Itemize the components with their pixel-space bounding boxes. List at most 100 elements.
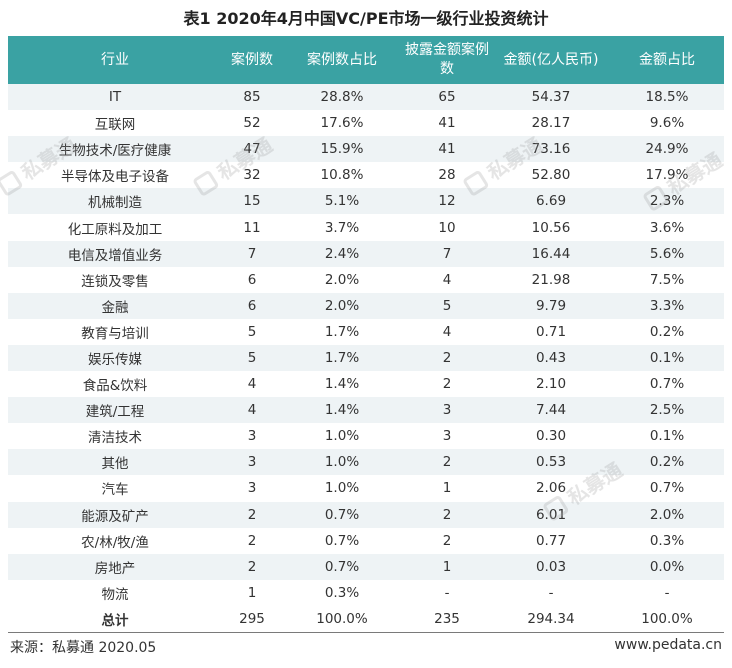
cell-case-count: 1 — [247, 584, 257, 601]
cell-amount-share: 0.0% — [649, 558, 685, 575]
table-row: 电信及增值业务 7 2.4% 7 16.44 5.6% — [8, 240, 724, 267]
cell-amount-share: 7.5% — [649, 271, 685, 288]
cell-case-share: 17.6% — [320, 115, 364, 132]
cell-disclosed-cases: 1 — [442, 480, 452, 497]
cell-case-share: 5.1% — [324, 193, 360, 210]
cell-disclosed-cases: - — [444, 584, 450, 601]
cell-industry: 金融 — [101, 299, 129, 316]
table-row: 机械制造 15 5.1% 12 6.69 2.3% — [8, 188, 724, 215]
cell-case-share: 0.7% — [324, 506, 360, 523]
cell-amount: 0.43 — [535, 349, 567, 366]
cell-industry: 清洁技术 — [88, 430, 142, 447]
cell-case-count: 47 — [243, 141, 261, 158]
cell-amount-share: 3.3% — [649, 297, 685, 314]
cell-disclosed-cases: 2 — [442, 376, 452, 393]
cell-industry: 食品&饮料 — [82, 378, 148, 395]
cell-amount: 21.98 — [531, 271, 571, 288]
cell-amount: 73.16 — [531, 141, 571, 158]
cell-case-count: 5 — [247, 323, 257, 340]
cell-amount: 7.44 — [535, 402, 567, 419]
cell-industry: 教育与培训 — [81, 325, 149, 342]
cell-disclosed-cases: 2 — [442, 454, 452, 471]
cell-case-count: 3 — [247, 428, 257, 445]
cell-amount: 10.56 — [531, 219, 571, 236]
cell-amount: 6.01 — [535, 506, 567, 523]
cell-industry: 汽车 — [101, 482, 129, 499]
cell-amount-share: 0.2% — [649, 454, 685, 471]
table-row: 金融 6 2.0% 5 9.79 3.3% — [8, 292, 724, 319]
table-row: 清洁技术 3 1.0% 3 0.30 0.1% — [8, 423, 724, 450]
cell-case-share: 1.0% — [324, 428, 360, 445]
cell-amount: 9.79 — [535, 297, 567, 314]
header-case-count: 案例数 — [231, 51, 273, 68]
cell-amount-share: - — [664, 584, 670, 601]
cell-amount: 0.30 — [535, 428, 567, 445]
cell-industry: 连锁及零售 — [81, 273, 149, 290]
cell-disclosed-cases: 2 — [442, 506, 452, 523]
cell-case-share: 15.9% — [320, 141, 364, 158]
cell-case-count: 7 — [247, 245, 257, 262]
cell-case-share: 10.8% — [320, 167, 364, 184]
cell-industry: 能源及矿产 — [81, 508, 149, 525]
cell-case-share: 1.0% — [324, 454, 360, 471]
cell-amount: 54.37 — [531, 89, 571, 106]
cell-amount: 0.71 — [535, 323, 567, 340]
total-row: 总计 295 100.0% 235 294.34 100.0% — [8, 605, 724, 633]
cell-disclosed-cases: 28 — [438, 167, 456, 184]
table-row: 连锁及零售 6 2.0% 4 21.98 7.5% — [8, 266, 724, 293]
cell-industry: 半导体及电子设备 — [61, 169, 169, 186]
cell-case-count: 4 — [247, 402, 257, 419]
cell-amount: 0.77 — [535, 532, 567, 549]
cell-amount-share: 0.1% — [649, 428, 685, 445]
cell-case-count: 3 — [247, 480, 257, 497]
table-row: 化工原料及加工 11 3.7% 10 10.56 3.6% — [8, 214, 724, 241]
cell-amount: 52.80 — [531, 167, 571, 184]
total-amount-share: 100.0% — [641, 611, 693, 628]
cell-disclosed-cases: 2 — [442, 532, 452, 549]
table-row: 其他 3 1.0% 2 0.53 0.2% — [8, 449, 724, 476]
cell-industry: IT — [108, 89, 122, 106]
cell-disclosed-cases: 5 — [442, 297, 452, 314]
site-url: www.pedata.cn — [614, 637, 722, 653]
cell-disclosed-cases: 2 — [442, 349, 452, 366]
cell-case-count: 52 — [243, 115, 261, 132]
cell-amount-share: 9.6% — [649, 115, 685, 132]
total-industry: 总计 — [101, 613, 129, 630]
table-row: 娱乐传媒 5 1.7% 2 0.43 0.1% — [8, 344, 724, 372]
cell-industry: 建筑/工程 — [85, 404, 145, 421]
cell-amount-share: 24.9% — [645, 141, 689, 158]
cell-case-share: 28.8% — [320, 89, 364, 106]
cell-amount: 2.06 — [535, 480, 567, 497]
cell-amount-share: 18.5% — [645, 89, 689, 106]
cell-industry: 其他 — [101, 456, 129, 473]
cell-amount-share: 2.3% — [649, 193, 685, 210]
table-row: 建筑/工程 4 1.4% 3 7.44 2.5% — [8, 397, 724, 424]
cell-case-count: 3 — [247, 454, 257, 471]
total-case-count: 295 — [239, 611, 265, 628]
table-row: 教育与培训 5 1.7% 4 0.71 0.2% — [8, 318, 724, 345]
cell-case-count: 11 — [243, 219, 261, 236]
table-row: 半导体及电子设备 32 10.8% 28 52.80 17.9% — [8, 162, 724, 189]
cell-disclosed-cases: 41 — [438, 115, 456, 132]
cell-amount-share: 17.9% — [645, 167, 689, 184]
cell-industry: 化工原料及加工 — [67, 221, 163, 238]
cell-disclosed-cases: 7 — [442, 245, 452, 262]
cell-amount-share: 5.6% — [649, 245, 685, 262]
cell-case-count: 4 — [247, 376, 257, 393]
cell-case-count: 2 — [247, 506, 257, 523]
cell-industry: 农/林/牧/渔 — [81, 534, 149, 551]
cell-case-share: 1.7% — [324, 323, 360, 340]
cell-industry: 房地产 — [94, 560, 136, 577]
header-amount-share: 金额占比 — [639, 51, 695, 68]
cell-case-share: 0.3% — [324, 584, 360, 601]
cell-case-count: 2 — [247, 558, 257, 575]
cell-industry: 电信及增值业务 — [67, 247, 163, 264]
cell-industry: 娱乐传媒 — [88, 351, 142, 368]
cell-disclosed-cases: 4 — [442, 323, 452, 340]
cell-case-share: 0.7% — [324, 558, 360, 575]
cell-amount-share: 2.5% — [649, 402, 685, 419]
cell-case-share: 1.7% — [324, 349, 360, 366]
cell-case-share: 1.4% — [324, 376, 360, 393]
cell-amount: 16.44 — [531, 245, 571, 262]
cell-disclosed-cases: 10 — [438, 219, 456, 236]
